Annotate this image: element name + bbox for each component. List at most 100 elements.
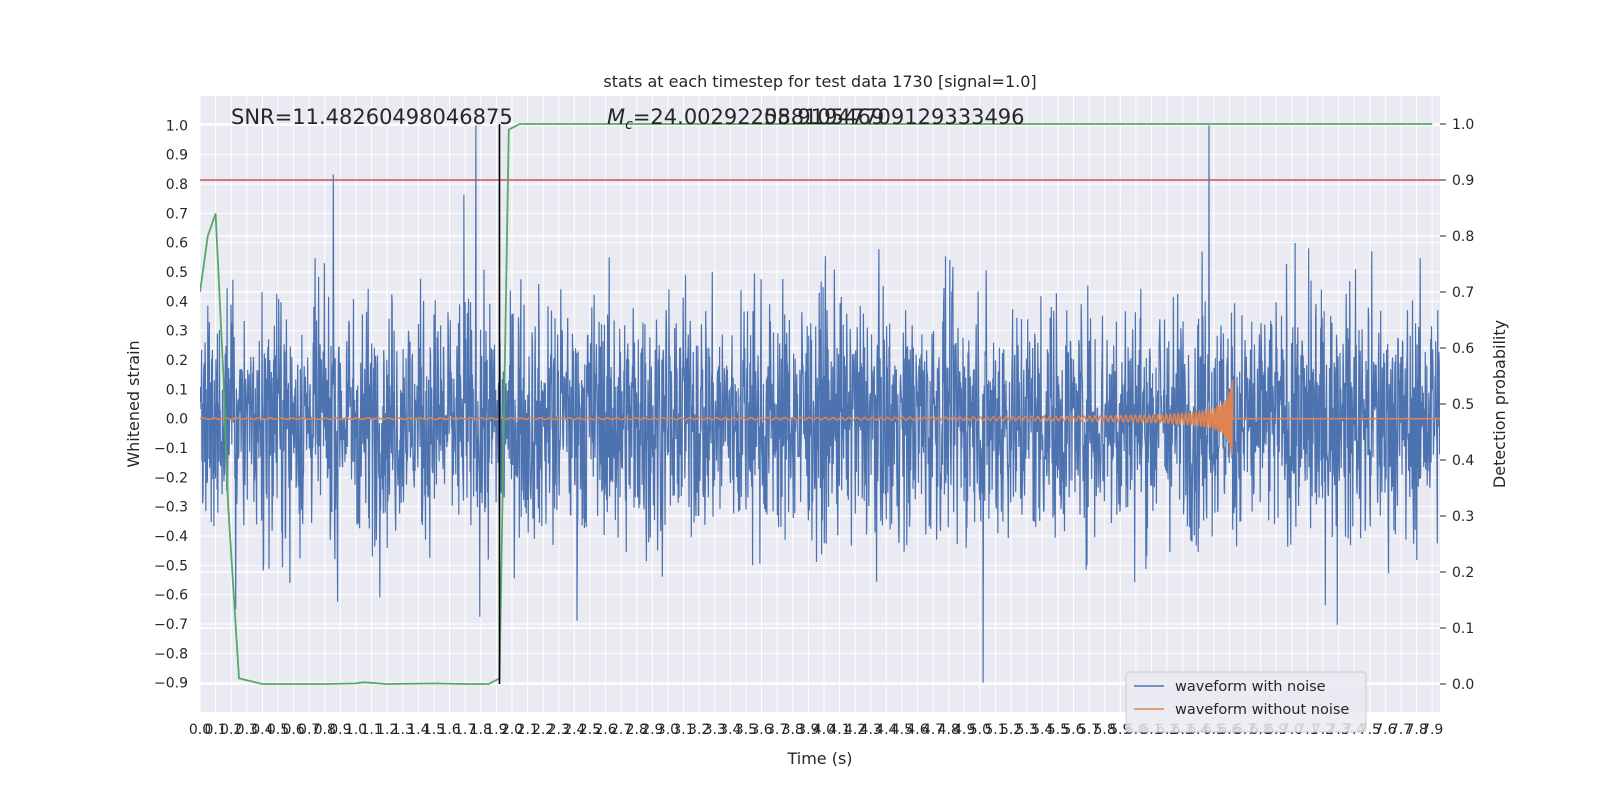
series-waveform-without-noise [200,379,1440,456]
series-detection-probability [200,123,1433,685]
x-tick-label: 2.3 [548,722,570,738]
y-tick-label-left: 0.0 [166,412,188,428]
x-tick-label: 1.3 [392,722,414,738]
x-tick-label: 1.5 [423,722,445,738]
chirp-mass-value: =24.002922058105469 [633,105,884,129]
x-tick-label: 4.3 [860,722,882,738]
x-tick-label: 5.2 [1000,722,1022,738]
x-tick-label: 3.2 [688,722,710,738]
x-tick-label: 1.8 [470,722,492,738]
x-tick-label: 4.4 [875,722,897,738]
snr-annotation: SNR=11.48260498046875 [231,105,513,129]
y-tick-label-right: 1.0 [1452,117,1474,133]
x-tick-label: 1.9 [485,722,507,738]
x-tick-label: 5.8 [1094,722,1116,738]
x-tick-label: 2.2 [532,722,554,738]
x-tick-label: 0.9 [329,722,351,738]
x-tick-label: 4.5 [891,722,913,738]
y-tick-label-left: 0.4 [166,294,188,310]
y-tick-label-left: −0.9 [154,676,188,692]
y-tick-label-right: 0.6 [1452,341,1474,357]
y-tick-label-right: 0.3 [1452,509,1474,525]
y-tick-label-left: −0.8 [154,646,188,662]
y-tick-label-right: 0.0 [1452,677,1474,693]
x-tick-label: 3.7 [766,722,788,738]
y-tick-label-left: −0.6 [154,588,188,604]
y-tick-label-left: 0.8 [166,177,188,193]
x-tick-label: 2.0 [501,722,523,738]
x-tick-label: 2.8 [626,722,648,738]
x-tick-label: 2.6 [594,722,616,738]
x-tick-label: 3.8 [782,722,804,738]
x-tick-label: 0.8 [314,722,336,738]
y-tick-label-right: 0.4 [1452,453,1474,469]
y-tick-label-right: 0.7 [1452,285,1474,301]
x-tick-label: 3.5 [735,722,757,738]
y-tick-label-left: −0.3 [154,500,188,516]
y-tick-label-left: 0.6 [166,236,188,252]
series-waveform-with-noise [200,125,1440,683]
x-tick-label: 0.6 [282,722,304,738]
x-tick-label: 3.6 [750,722,772,738]
y-tick-label-left: −0.1 [154,441,188,457]
ticks: 0.00.10.20.30.40.50.60.70.80.91.01.11.21… [154,117,1474,738]
x-tick-label: 7.9 [1421,722,1443,738]
x-tick-label: 2.9 [641,722,663,738]
x-tick-label: 3.3 [704,722,726,738]
y-tick-label-left: 0.2 [166,353,188,369]
x-tick-label: 2.5 [579,722,601,738]
legend: waveform with noise waveform without noi… [1125,671,1367,733]
x-tick-label: 1.4 [407,722,429,738]
x-tick-label: 5.5 [1047,722,1069,738]
x-tick-label: 5.6 [1062,722,1084,738]
x-tick-label: 3.0 [657,722,679,738]
x-tick-label: 4.6 [906,722,928,738]
y-tick-label-left: 0.1 [166,382,188,398]
x-tick-label: 7.7 [1390,722,1412,738]
x-tick-label: 0.3 [236,722,258,738]
y-tick-label-right: 0.5 [1452,397,1474,413]
y-axis-label-right: Detection probability [1490,320,1509,488]
y-tick-label-left: 1.0 [166,118,188,134]
x-tick-label: 3.4 [719,722,741,738]
x-tick-label: 5.4 [1031,722,1053,738]
x-tick-label: 1.7 [454,722,476,738]
y-tick-label-left: −0.2 [154,470,188,486]
chart-title: stats at each timestep for test data 173… [603,72,1036,91]
x-tick-label: 7.8 [1405,722,1427,738]
x-tick-label: 1.2 [376,722,398,738]
x-tick-label: 0.1 [204,722,226,738]
x-tick-label: 5.3 [1016,722,1038,738]
x-tick-label: 4.7 [922,722,944,738]
y-tick-label-right: 0.9 [1452,173,1474,189]
y-tick-label-left: −0.5 [154,558,188,574]
x-tick-label: 4.1 [828,722,850,738]
x-tick-label: 0.7 [298,722,320,738]
x-tick-label: 1.0 [345,722,367,738]
x-tick-label: 5.1 [984,722,1006,738]
x-tick-label: 0.4 [251,722,273,738]
x-tick-label: 4.9 [953,722,975,738]
x-tick-label: 5.0 [969,722,991,738]
y-tick-label-right: 0.1 [1452,621,1474,637]
x-tick-label: 0.0 [189,722,211,738]
y-tick-label-left: −0.4 [154,529,188,545]
y-tick-label-left: 0.9 [166,148,188,164]
x-tick-label: 1.6 [438,722,460,738]
x-tick-label: 3.1 [672,722,694,738]
y-tick-label-left: 0.3 [166,324,188,340]
chirp-mass-subscript: c [625,117,633,133]
x-tick-label: 2.7 [610,722,632,738]
y-tick-label-left: 0.5 [166,265,188,281]
x-tick-label: 4.0 [813,722,835,738]
x-tick-label: 0.5 [267,722,289,738]
legend-label-noisy: waveform with noise [1175,679,1326,695]
x-tick-label: 2.1 [516,722,538,738]
y-tick-label-right: 0.2 [1452,565,1474,581]
x-tick-label: 4.8 [938,722,960,738]
x-tick-label: 5.7 [1078,722,1100,738]
legend-box [1125,671,1367,733]
overlap-annotation: 58.919477091293334​96 [764,105,1025,129]
x-tick-label: 7.6 [1374,722,1396,738]
